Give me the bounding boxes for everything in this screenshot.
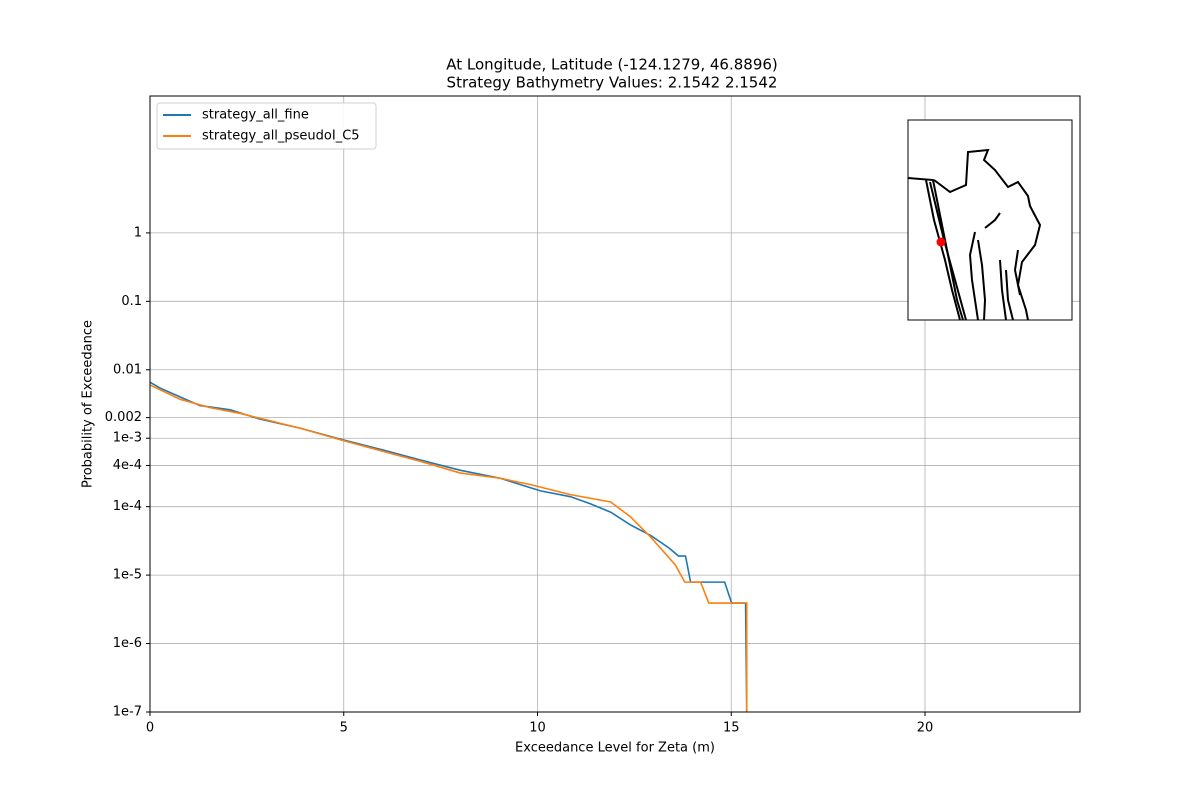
y-tick-label: 1e-6	[113, 636, 142, 651]
legend-box	[156, 102, 377, 150]
x-tick-label: 15	[723, 721, 740, 736]
x-tick-label: 0	[146, 721, 154, 736]
chart-subtitle: Strategy Bathymetry Values: 2.1542 2.154…	[447, 74, 778, 92]
x-axis-label: Exceedance Level for Zeta (m)	[515, 741, 715, 756]
y-tick-label: 1e-3	[113, 431, 142, 446]
y-tick-label: 0.01	[113, 362, 142, 377]
chart-title: At Longitude, Latitude (-124.1279, 46.88…	[446, 56, 778, 74]
series-line	[149, 384, 748, 712]
x-tick-label: 20	[917, 721, 934, 736]
y-tick-label: 0.1	[121, 294, 142, 309]
y-tick-label: 1e-4	[113, 499, 142, 514]
x-tick-label: 5	[340, 721, 348, 736]
series-line	[149, 381, 748, 713]
inset-map	[907, 119, 1073, 321]
inset-frame	[907, 119, 1073, 321]
y-tick-label: 1	[134, 225, 142, 240]
coastline	[907, 148, 1042, 321]
y-tick-label: 1e-5	[113, 568, 142, 583]
legend: strategy_all_fine strategy_all_pseudoI_C5	[156, 102, 377, 150]
location-marker	[936, 237, 946, 247]
y-tick-label: 1e-7	[113, 705, 142, 720]
legend-label: strategy_all_pseudoI_C5	[202, 129, 360, 144]
y-axis-label: Probability of Exceedance	[81, 320, 96, 488]
plot-frame	[149, 95, 1081, 713]
y-tick-label: 4e-4	[113, 458, 142, 473]
legend-label: strategy_all_fine	[202, 108, 309, 123]
x-tick-label: 10	[529, 721, 546, 736]
y-tick-label: 0.002	[105, 410, 142, 425]
